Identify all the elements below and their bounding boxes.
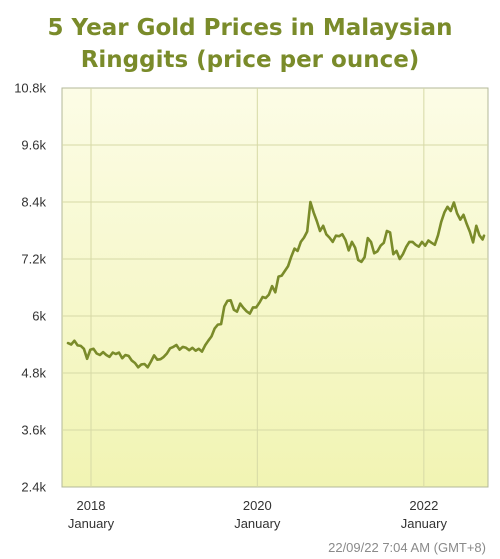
- x-tick-sublabel: January: [401, 516, 448, 531]
- y-axis-labels: 2.4k 3.6k 4.8k 6k 7.2k 8.4k 9.6k 10.8k: [14, 81, 46, 495]
- y-tick-label: 8.4k: [21, 195, 46, 210]
- y-tick-label: 7.2k: [21, 252, 46, 267]
- y-tick-label: 6k: [32, 309, 46, 324]
- x-tick-label: 2020: [243, 498, 272, 513]
- x-axis-labels: 2018 January 2020 January 2022 January: [68, 498, 448, 531]
- x-tick-sublabel: January: [68, 516, 115, 531]
- y-tick-label: 3.6k: [21, 423, 46, 438]
- x-tick-label: 2018: [77, 498, 106, 513]
- x-gridlines: [90, 88, 425, 487]
- y-gridlines: [62, 144, 488, 431]
- series-layer: [66, 200, 486, 369]
- y-tick-label: 9.6k: [21, 138, 46, 153]
- chart-title-line-1: 5 Year Gold Prices in Malaysian: [48, 15, 453, 41]
- timestamp: 22/09/22 7:04 AM (GMT+8): [328, 540, 486, 555]
- chart-title-line-2: Ringgits (price per ounce): [81, 47, 420, 73]
- y-tick-label: 10.8k: [14, 81, 46, 96]
- gold-price-line: [66, 200, 486, 369]
- y-tick-label: 4.8k: [21, 366, 46, 381]
- y-tick-label: 2.4k: [21, 480, 46, 495]
- x-tick-label: 2022: [409, 498, 438, 513]
- x-tick-sublabel: January: [234, 516, 281, 531]
